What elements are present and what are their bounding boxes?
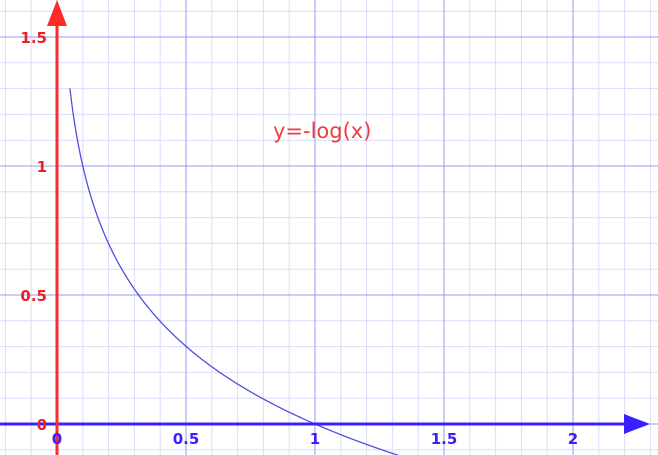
x-tick-label: 1.5 [431, 430, 458, 448]
x-tick-label: 2 [568, 430, 578, 448]
y-tick-label: 0.5 [20, 287, 47, 305]
y-axis-arrow [47, 0, 67, 26]
y-tick-label: 1 [37, 158, 47, 176]
curve-annotation: y=-log(x) [273, 119, 371, 143]
y-tick-label: 0 [37, 416, 47, 434]
x-tick-label: 1 [310, 430, 320, 448]
y-tick-label: 1.5 [20, 29, 47, 47]
x-tick-label: 0.5 [173, 430, 200, 448]
tick-labels: 0 0.5 1 1.5 2 0 0.5 1 1.5 [20, 29, 578, 448]
x-tick-label: 0 [52, 430, 62, 448]
x-axis-arrow [624, 414, 650, 434]
series-line-neg-log [69, 88, 400, 455]
